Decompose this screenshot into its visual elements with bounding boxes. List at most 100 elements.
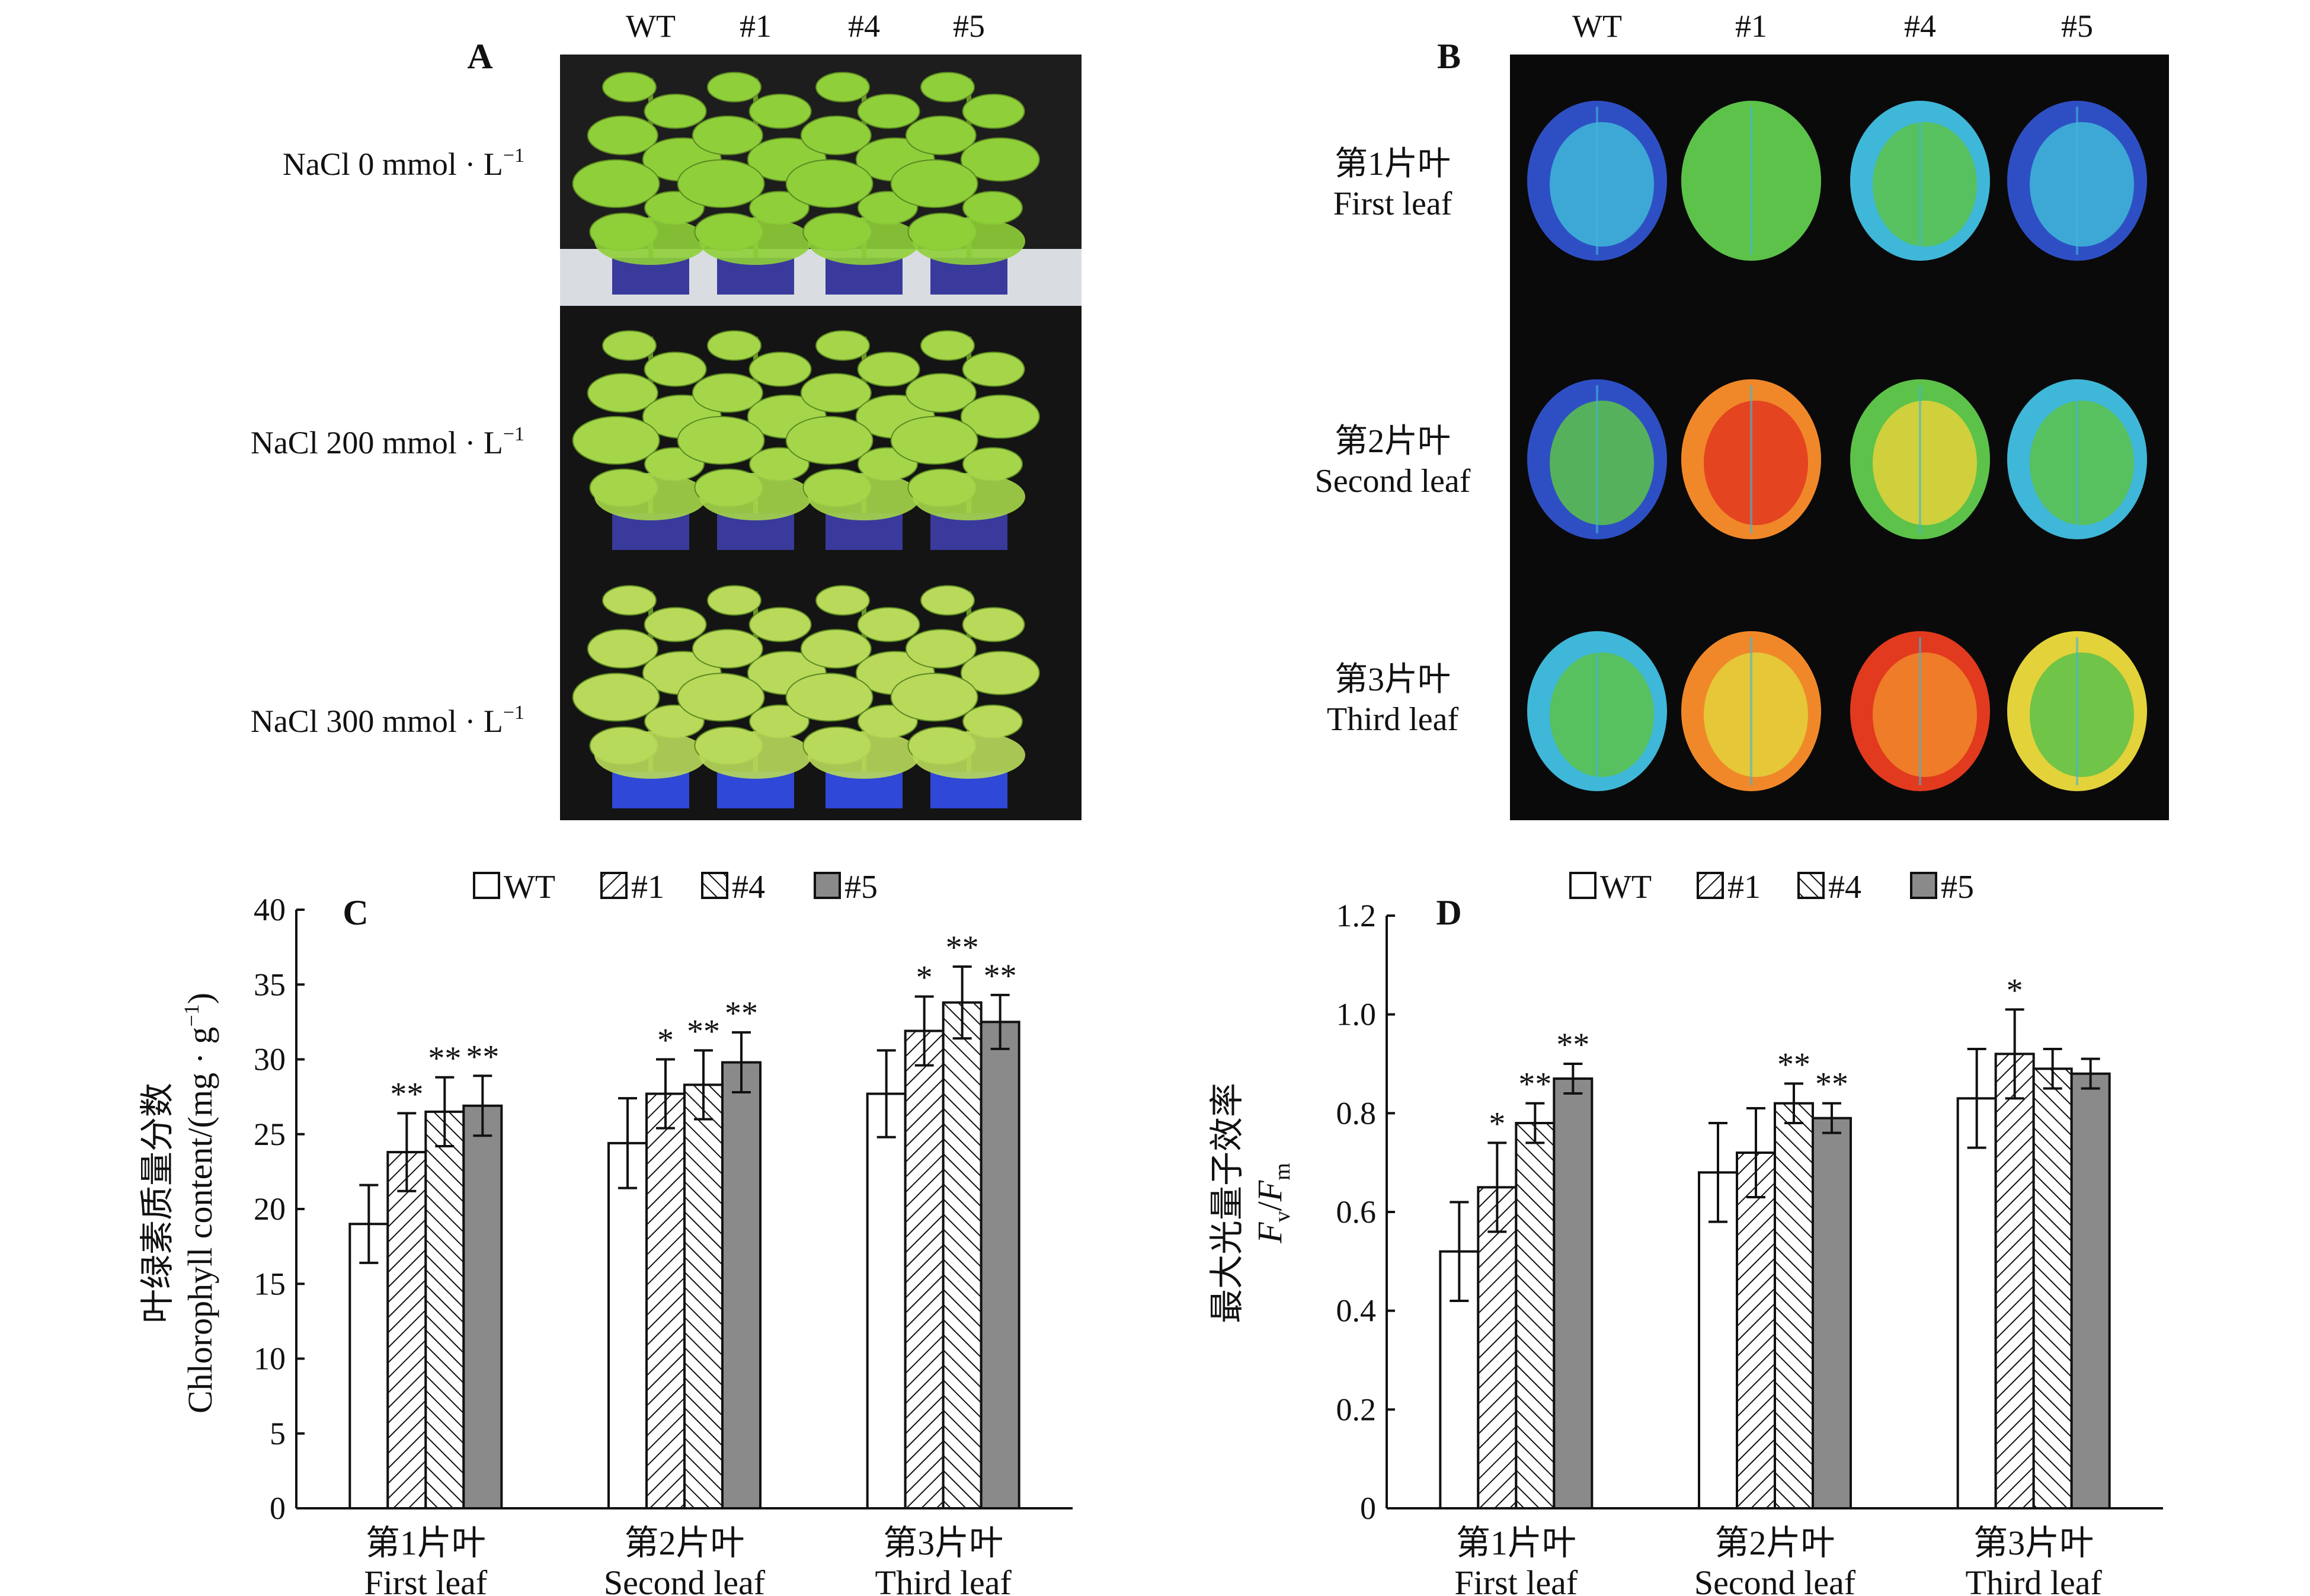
y-tick-label: 20 [254,1191,286,1227]
leaf-row-label-en-3: Third leaf [1327,701,1459,738]
plant-2-1 [677,585,827,808]
genotype-label-5: #5 [953,8,985,44]
bar-#1-0 [1477,1186,1518,1510]
leaf-row-label-zh-1: 第1片叶 [1335,146,1451,183]
chart-d-ylabel: 最大光量子效率 Fv/Fm [1208,1083,1295,1323]
category-label-zh-1: 第2片叶 [1714,1524,1835,1562]
leaf-2-3 [2007,379,2147,539]
plant-0-3 [890,72,1040,295]
salt-label-300: NaCl 300 mmol · L−1 [251,702,524,739]
bar-#5-2 [2070,1072,2111,1509]
bar-WT-2 [866,1092,907,1509]
category-label-en-1: Second leaf [604,1563,766,1596]
leaf-1-1 [1681,101,1821,261]
leaf-3-3 [2007,631,2147,791]
significance-mark: ** [1777,1046,1810,1083]
y-tick-label: 30 [254,1042,286,1077]
legend-item-2: #4 [701,869,765,906]
category-label-en-0: First leaf [1454,1563,1578,1596]
genotype-label-wt: WT [626,8,676,44]
significance-mark: ** [390,1076,423,1112]
bar-#5-1 [721,1061,762,1510]
salt-label-200: NaCl 200 mmol · L−1 [251,423,524,460]
significance-mark: ** [428,1040,461,1077]
panel-b-row-labels: 第1片叶 First leaf 第2片叶 Second leaf 第3片叶 Th… [1315,146,1471,738]
bar-#4-0 [424,1110,465,1509]
leaf-2-2 [1850,379,1990,539]
leaf-2-1 [1681,379,1821,539]
legend-label-3: #5 [844,869,878,906]
panel-b-genotype-labels: WT #1 #4 #5 [1572,8,2093,44]
y-tick-label: 1.2 [1336,898,1377,933]
category-label-zh-2: 第3片叶 [1973,1524,2094,1562]
significance-mark: * [916,959,933,996]
significance-mark: * [2007,972,2023,1009]
chart-d-ylabel-en: Fv/Fm [1250,1163,1295,1244]
y-tick-label: 5 [270,1416,286,1451]
genotype-label-4: #4 [848,8,880,44]
leaf-1-3 [2007,101,2147,261]
legend-c: WT #1 #4 #5 [473,869,878,906]
bar-#4-0 [1515,1122,1556,1509]
leaf-row-label-zh-3: 第3片叶 [1335,661,1451,698]
bar-WT-2 [1956,1097,1997,1510]
plant-0-1 [677,72,827,295]
bar-#5-1 [1812,1117,1852,1509]
y-tick-label: 40 [254,892,286,927]
bar-WT-0 [348,1223,389,1509]
legend-item-0: WT [473,869,555,906]
leaf-1-2 [1850,101,1990,261]
genotype-label-1: #1 [740,8,772,44]
legend-label-1: #1 [1727,869,1761,906]
category-label-zh-2: 第3片叶 [883,1524,1003,1562]
panel-b-fluorescence-images: B WT #1 #4 #5 第1片叶 First leaf 第2片叶 Secon… [1315,8,2169,820]
plant-1-3 [890,330,1040,550]
bar-#4-1 [1774,1102,1814,1509]
plant-2-2 [785,585,935,808]
bar-#5-0 [1553,1077,1594,1509]
y-tick-label: 15 [254,1266,286,1301]
panel-letter-c: C [343,893,368,932]
y-tick-label: 0 [270,1491,286,1526]
panel-a-row-labels: NaCl 0 mmol · L−1 NaCl 200 mmol · L−1 Na… [251,145,524,739]
plant-1-0 [572,330,722,550]
significance-mark: ** [946,929,979,966]
chart-c-ylabel-en: Chlorophyll content/(mg · g−1) [180,993,219,1413]
y-tick-label: 0.8 [1336,1095,1377,1131]
chart-c-ylabel-zh: 叶绿素质量分数 [138,1083,177,1323]
bar-WT-1 [607,1141,648,1509]
legend-item-3: #5 [1910,869,1974,906]
category-label-zh-0: 第1片叶 [366,1524,486,1562]
bar-#1-1 [645,1092,686,1509]
bar-#4-2 [942,1001,983,1510]
significance-mark: ** [466,1038,499,1075]
significance-mark: ** [1518,1066,1551,1103]
leaf-fluorescence-grid [1527,101,2147,791]
significance-mark: ** [1815,1066,1848,1103]
leaf-2-0 [1527,379,1667,539]
panel-letter-d: D [1436,893,1461,932]
plant-1-1 [677,330,827,550]
panel-letter-a: A [467,37,492,76]
leaf-row-label-zh-2: 第2片叶 [1335,423,1451,460]
panel-d-fvfm-chart: D WT #1 #4 #5 00.20.40.60.81.01.2*****第1片叶F… [1208,869,2163,1596]
leaf-3-0 [1527,631,1667,791]
leaf-1-0 [1527,101,1667,261]
y-tick-label: 1.0 [1336,997,1377,1032]
category-label-zh-1: 第2片叶 [624,1524,744,1562]
legend-label-0: WT [1600,869,1652,906]
category-label-en-0: First leaf [364,1563,487,1596]
plant-2-3 [890,585,1040,808]
y-tick-label: 25 [254,1117,286,1152]
legend-item-3: #5 [814,869,878,906]
legend-item-0: WT [1569,869,1652,906]
significance-mark: ** [1556,1026,1589,1063]
leaf-3-2 [1850,631,1990,791]
bar-#1-1 [1736,1152,1776,1509]
genotype-label-1-b: #1 [1735,8,1767,44]
bar-#1-2 [904,1029,945,1509]
bar-#5-0 [462,1104,503,1509]
y-tick-label: 35 [254,967,286,1002]
legend-label-3: #5 [1941,869,1974,906]
